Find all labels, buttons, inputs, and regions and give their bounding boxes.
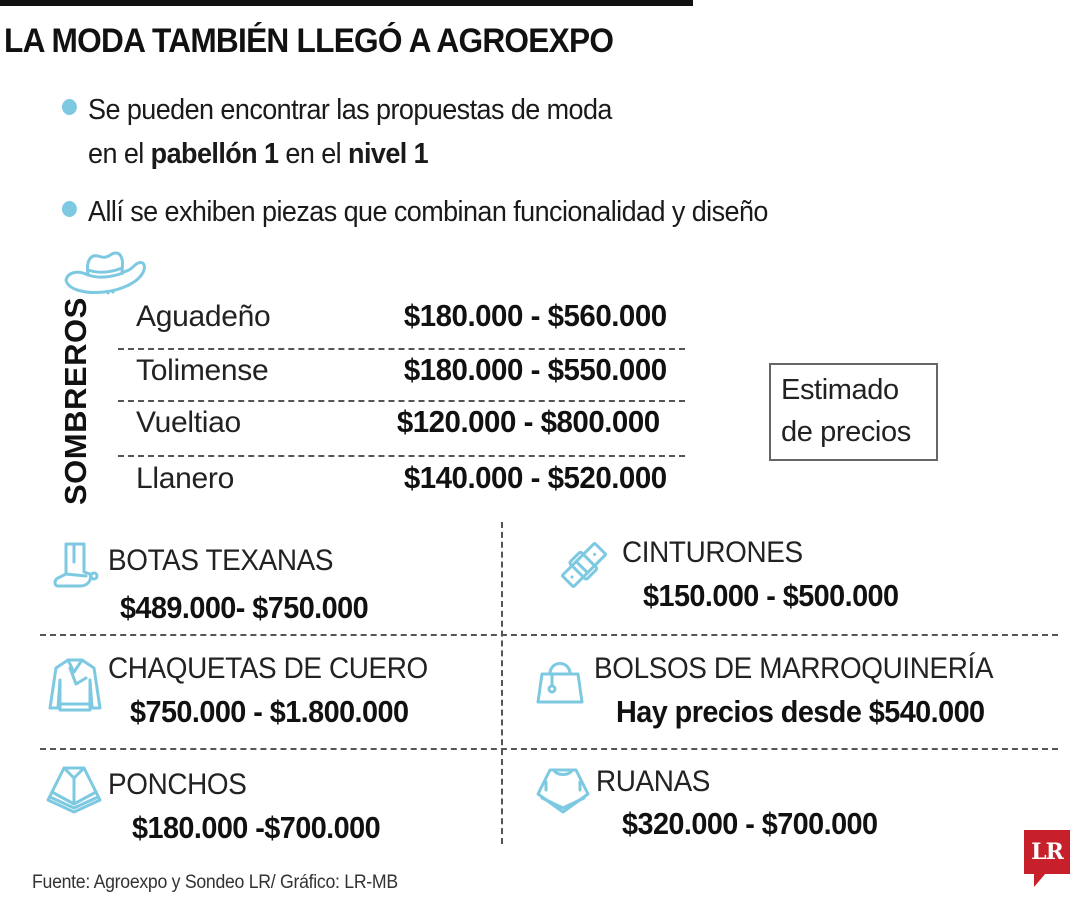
price-estimate-note: Estimado de precios: [769, 363, 938, 461]
category-title: CHAQUETAS DE CUERO: [108, 652, 428, 685]
cowboy-boot-icon: [53, 542, 99, 588]
lr-logo: LR: [1024, 830, 1070, 888]
category-title: RUANAS: [596, 765, 711, 798]
divider: [40, 634, 1058, 636]
divider: [40, 748, 1058, 750]
handbag-icon: [536, 662, 584, 704]
logo-tail-icon: [1034, 873, 1046, 887]
hat-row: Aguadeño $180.000 - $560.000: [118, 296, 685, 348]
hat-name: Tolimense: [136, 354, 269, 387]
category-title: BOLSOS DE MARROQUINERÍA: [594, 652, 994, 685]
hat-name: Llanero: [136, 462, 234, 495]
hat-row: Vueltiao $120.000 - $800.000: [118, 402, 685, 454]
category-title: BOTAS TEXANAS: [108, 544, 334, 577]
hat-price: $140.000 - $520.000: [404, 460, 667, 495]
source-credit: Fuente: Agroexpo y Sondeo LR/ Gráfico: L…: [32, 872, 398, 893]
vertical-divider: [501, 522, 503, 844]
category-title: PONCHOS: [108, 768, 247, 801]
note-line: de precios: [781, 416, 911, 448]
category-price: Hay precios desde $540.000: [616, 694, 985, 729]
nivel-text: nivel 1: [348, 138, 429, 170]
divider: [118, 455, 685, 457]
logo-text: LR: [1024, 830, 1070, 874]
divider: [118, 400, 685, 402]
bullet-dot-icon: [62, 99, 77, 115]
hat-name: Vueltiao: [136, 406, 241, 439]
bullet-text: en el: [88, 138, 151, 170]
top-rule: [0, 0, 693, 6]
category-price: $320.000 - $700.000: [622, 806, 878, 841]
bullet-text: Allí se exhiben piezas que combinan func…: [88, 196, 768, 228]
bullet-text: en el: [278, 138, 349, 170]
hat-row: Llanero $140.000 - $520.000: [118, 458, 685, 510]
category-price: $750.000 - $1.800.000: [130, 694, 409, 729]
category-price: $180.000 -$700.000: [132, 810, 381, 845]
leather-jacket-icon: [48, 658, 102, 712]
ruana-icon: [536, 768, 590, 814]
bullet-description: Allí se exhiben piezas que combinan func…: [62, 190, 768, 234]
bullet-dot-icon: [62, 201, 77, 217]
category-title: CINTURONES: [622, 536, 803, 569]
category-price: $489.000- $750.000: [120, 590, 369, 625]
sombreros-label: SOMBREROS: [58, 297, 93, 505]
belt-icon: [560, 541, 608, 589]
note-line: Estimado: [781, 374, 899, 406]
hat-name: Aguadeño: [136, 300, 271, 333]
divider: [118, 348, 685, 350]
category-price: $150.000 - $500.000: [643, 578, 899, 613]
page-title: LA MODA TAMBIÉN LLEGÓ A AGROEXPO: [4, 22, 614, 60]
hat-price: $180.000 - $550.000: [404, 352, 667, 387]
poncho-icon: [46, 766, 102, 814]
hat-row: Tolimense $180.000 - $550.000: [118, 350, 685, 402]
bullet-text: Se pueden encontrar las propuestas de mo…: [88, 94, 612, 126]
hat-price: $120.000 - $800.000: [397, 404, 660, 439]
hat-price: $180.000 - $560.000: [404, 298, 667, 333]
pabellon-text: pabellón 1: [150, 138, 279, 170]
bullet-location: Se pueden encontrar las propuestas de mo…: [62, 88, 612, 176]
cowboy-hat-icon: [64, 251, 146, 295]
